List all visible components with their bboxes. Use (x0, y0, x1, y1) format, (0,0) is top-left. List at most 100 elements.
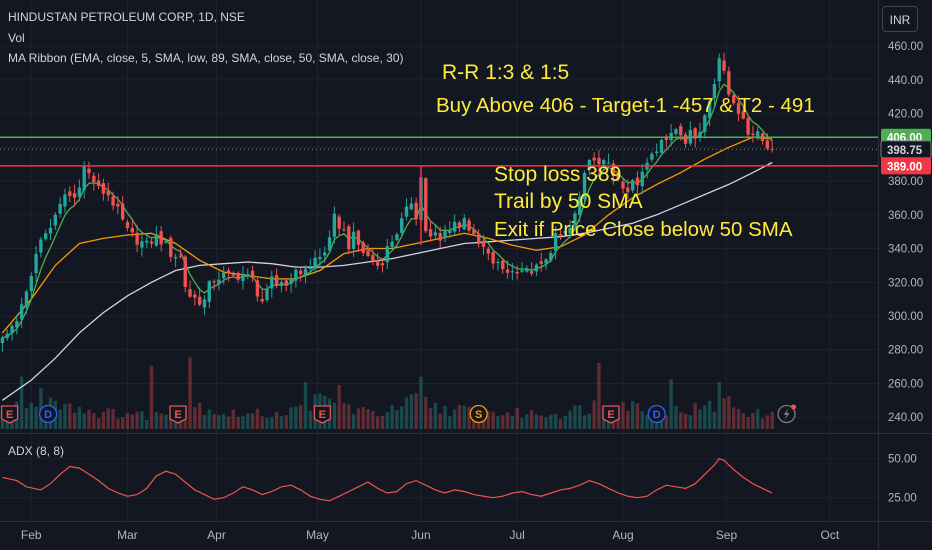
candle-body (92, 175, 96, 183)
price-tick-label: 420.00 (888, 109, 923, 121)
candle (140, 235, 144, 257)
candle (380, 257, 385, 273)
candle-body (462, 218, 466, 230)
adx-legend[interactable]: ADX (8, 8) (8, 444, 65, 458)
candle (467, 217, 471, 233)
candle (688, 121, 693, 146)
candle (125, 219, 130, 232)
volume-legend[interactable]: Vol (8, 31, 25, 45)
candle (169, 235, 173, 262)
ma-ribbon-legend[interactable]: MA Ribbon (EMA, close, 5, SMA, low, 89, … (8, 51, 404, 65)
volume-bar (741, 412, 745, 429)
candle (395, 232, 399, 242)
currency-button[interactable]: INR (882, 6, 918, 32)
sma50-line (2, 161, 773, 401)
volume-bar (347, 404, 351, 429)
volume-bar (351, 414, 356, 429)
event-marker-letter: E (6, 409, 13, 421)
volume-bar (19, 376, 24, 429)
candle (342, 221, 346, 232)
volume-bar (765, 415, 770, 429)
candle (149, 237, 154, 248)
candle-body (525, 268, 529, 272)
candle-body (395, 234, 399, 241)
candle (452, 214, 457, 235)
volume-bar (505, 412, 510, 429)
volume-bar (515, 407, 519, 429)
dividend-icon (647, 404, 666, 424)
candle-body (130, 227, 134, 233)
candle-body (279, 282, 284, 286)
symbol-legend[interactable]: HINDUSTAN PETROLEUM CORP, 1D, NSE (8, 10, 245, 24)
event-marker-earnings: E (313, 405, 331, 424)
candle-body (58, 203, 62, 214)
volume-bar (101, 411, 106, 429)
volume-bar (222, 413, 226, 429)
candle-body (501, 260, 505, 270)
candle-body (87, 168, 91, 174)
volume-bar (385, 412, 389, 429)
annotation-buy: Buy Above 406 - Target-1 -457 & T2 - 491 (436, 94, 815, 117)
candle (92, 172, 96, 191)
candle (683, 132, 688, 148)
candle (255, 278, 260, 302)
volume-bar (106, 408, 110, 429)
volume-bar (159, 413, 163, 429)
candle (736, 95, 741, 122)
volume-bar (707, 400, 712, 429)
volume-bar (621, 401, 625, 429)
volume-bar (756, 408, 760, 429)
volume-bar (255, 408, 260, 429)
candle (294, 265, 298, 288)
candle (611, 160, 616, 185)
candle (10, 323, 14, 341)
volume-bar (183, 414, 187, 429)
volume-bar (92, 413, 96, 429)
candle-body (424, 178, 428, 232)
candle (246, 268, 250, 280)
candle (265, 283, 269, 303)
candle (207, 280, 211, 309)
volume-bar (231, 409, 236, 429)
candle (34, 246, 38, 282)
candle (24, 289, 29, 315)
event-marker-letter: D (44, 409, 52, 421)
volume-bar (164, 414, 168, 429)
candle (332, 206, 337, 244)
volume-bar (116, 418, 120, 429)
candle-body (34, 253, 38, 273)
adx-tick-label: 50.00 (888, 454, 917, 466)
volume-bar (140, 411, 144, 429)
volume-bar (72, 412, 77, 429)
candle (260, 290, 264, 304)
candle (477, 229, 481, 248)
candle-body (63, 194, 67, 207)
candle (630, 178, 635, 194)
candle (173, 253, 178, 268)
candle-body (323, 252, 327, 256)
volume-bar (260, 416, 264, 429)
earnings-icon (169, 405, 187, 424)
time-tick-label: Feb (21, 528, 42, 542)
adx-tick-label: 25.00 (888, 493, 917, 505)
volume-bar (683, 413, 688, 429)
volume-bar (717, 382, 721, 429)
candle-body (135, 232, 139, 245)
candle (58, 197, 62, 218)
volume-bar (169, 417, 173, 429)
volume-bar (736, 408, 741, 429)
candle-body (486, 248, 490, 254)
volume-bar (626, 410, 630, 429)
candle-body (558, 234, 563, 236)
volume-bar (342, 403, 346, 429)
volume-bar (63, 403, 67, 429)
candle-body (438, 232, 442, 241)
candle (717, 53, 721, 89)
candle (698, 122, 702, 142)
candle (390, 235, 394, 249)
candle-body (96, 180, 101, 186)
volume-bar (193, 406, 197, 429)
candle-body (327, 237, 332, 251)
volume-bar (390, 404, 394, 429)
